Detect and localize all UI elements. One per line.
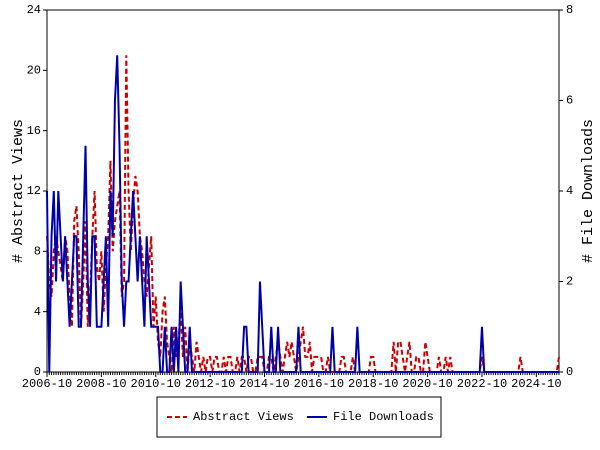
x-tick-label: 2014-10 (239, 377, 289, 391)
legend-label: File Downloads (333, 410, 434, 424)
y2-axis-label: # File Downloads (580, 119, 597, 263)
x-tick-label: 2016-10 (294, 377, 344, 391)
legend-label: Abstract Views (193, 410, 294, 424)
x-tick-label: 2006-10 (22, 377, 72, 391)
series-line (46, 55, 559, 373)
y2-tick-label: 2 (566, 275, 573, 289)
y-tick-label: 4 (34, 305, 41, 319)
y2-tick-label: 0 (566, 365, 573, 379)
y-tick-label: 16 (27, 124, 41, 138)
y-tick-label: 8 (34, 245, 41, 259)
legend-box (156, 396, 442, 438)
x-tick-label: 2010-10 (131, 377, 181, 391)
y-tick-label: 0 (34, 365, 41, 379)
y-tick-label: 20 (27, 64, 41, 78)
y-tick-label: 12 (27, 184, 41, 198)
y2-tick-label: 8 (566, 3, 573, 17)
x-tick-label: 2022-10 (457, 377, 507, 391)
y-axis-label: # Abstract Views (10, 119, 27, 263)
x-tick-label: 2024-10 (511, 377, 561, 391)
y-tick-label: 24 (27, 3, 41, 17)
x-tick-label: 2008-10 (76, 377, 126, 391)
y2-tick-label: 4 (566, 184, 573, 198)
x-tick-label: 2020-10 (402, 377, 452, 391)
y2-tick-label: 6 (566, 94, 573, 108)
x-tick-label: 2018-10 (348, 377, 398, 391)
x-tick-label: 2012-10 (185, 377, 235, 391)
